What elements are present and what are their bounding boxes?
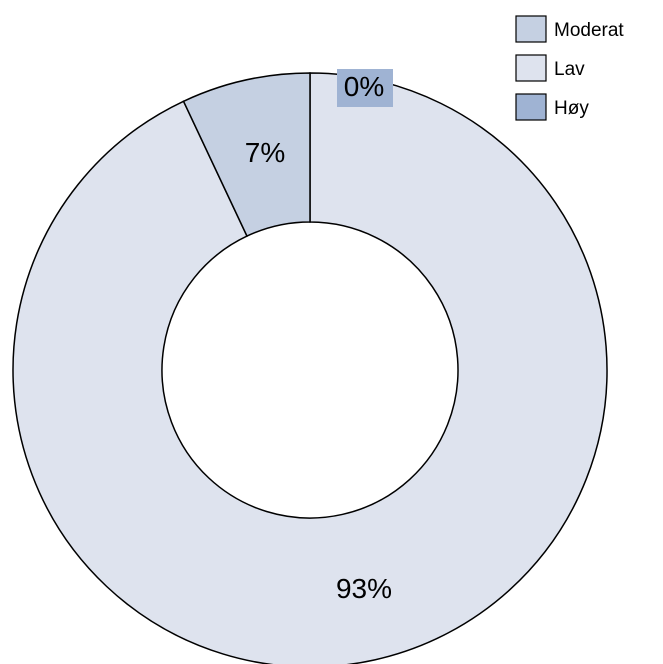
legend-label-høy: Høy bbox=[554, 98, 589, 119]
legend-label-lav: Lav bbox=[554, 59, 585, 80]
slice-label-bg-høy bbox=[337, 69, 393, 107]
slice-label-høy: 0% bbox=[344, 71, 384, 102]
legend-swatch-lav bbox=[515, 54, 547, 82]
slice-moderat bbox=[182, 72, 311, 238]
legend-swatch-moderat bbox=[515, 15, 547, 43]
legend-swatch-høy bbox=[515, 93, 547, 121]
slice-lav bbox=[12, 72, 608, 664]
slice-label-moderat: 7% bbox=[245, 137, 285, 168]
slice-label-lav: 93% bbox=[336, 573, 392, 604]
legend-label-moderat: Moderat bbox=[554, 20, 624, 41]
